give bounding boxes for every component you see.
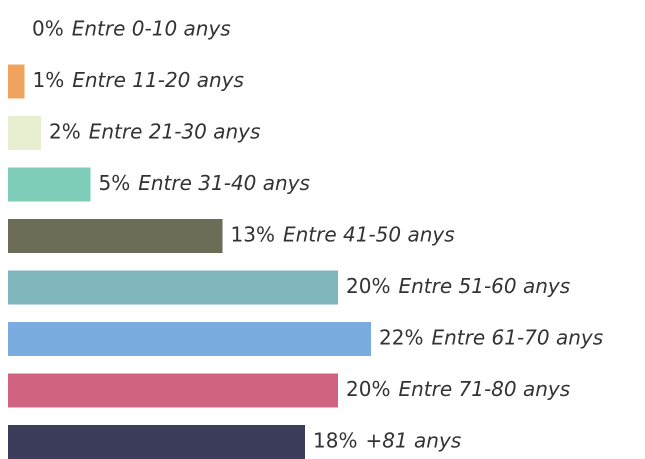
bar (8, 167, 91, 202)
bar (8, 116, 41, 150)
category-label: Entre 51-60 anys (398, 274, 570, 298)
value-label: 13% (231, 223, 275, 247)
bar (8, 425, 305, 459)
bar (8, 373, 338, 408)
category-label: Entre 11-20 anys (72, 68, 244, 92)
value-label: 5% (99, 171, 131, 195)
category-label: Entre 0-10 anys (72, 17, 231, 41)
value-label: 20% (346, 274, 390, 298)
bar (8, 64, 25, 99)
category-label: Entre 31-40 anys (138, 171, 310, 195)
value-label: 20% (346, 377, 390, 401)
value-label: 1% (33, 68, 65, 92)
value-label: 18% (313, 429, 357, 453)
value-label: 0% (32, 17, 64, 41)
category-label: +81 anys (365, 429, 461, 453)
category-label: Entre 61-70 anys (431, 326, 603, 350)
bar (8, 322, 371, 356)
category-label: Entre 21-30 anys (89, 120, 261, 144)
category-label: Entre 41-50 anys (283, 223, 455, 247)
category-label: Entre 71-80 anys (398, 377, 570, 401)
value-label: 22% (379, 326, 423, 350)
bar (8, 219, 223, 253)
value-label: 2% (49, 120, 81, 144)
bar (8, 270, 338, 305)
